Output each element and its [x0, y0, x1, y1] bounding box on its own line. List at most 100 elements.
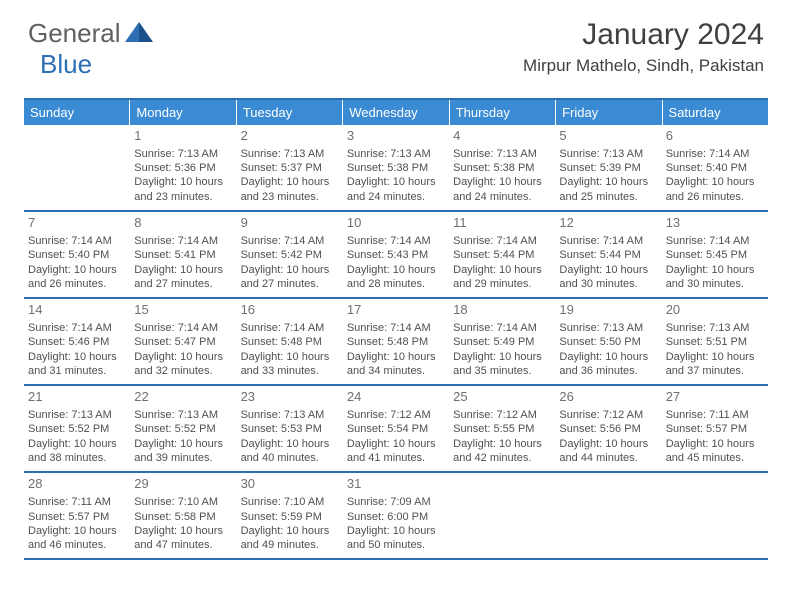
day-number: 13: [666, 215, 764, 232]
logo-triangle-icon: [125, 20, 153, 42]
day-number: 19: [559, 302, 657, 319]
sunrise-text: Sunrise: 7:14 AM: [241, 234, 339, 248]
sunset-text: Sunset: 5:51 PM: [666, 335, 764, 349]
header: General Blue January 2024 Mirpur Mathelo…: [0, 0, 792, 90]
day-number: 8: [134, 215, 232, 232]
day-header: Thursday: [450, 100, 556, 125]
day-cell: 1Sunrise: 7:13 AMSunset: 5:36 PMDaylight…: [130, 125, 236, 210]
daylight-text: Daylight: 10 hours and 47 minutes.: [134, 524, 232, 553]
sunset-text: Sunset: 5:48 PM: [241, 335, 339, 349]
day-number: 7: [28, 215, 126, 232]
sunrise-text: Sunrise: 7:13 AM: [241, 408, 339, 422]
day-number: 30: [241, 476, 339, 493]
sunset-text: Sunset: 5:54 PM: [347, 422, 445, 436]
daylight-text: Daylight: 10 hours and 27 minutes.: [241, 263, 339, 292]
day-cell: [449, 473, 555, 558]
day-number: 27: [666, 389, 764, 406]
day-cell: 6Sunrise: 7:14 AMSunset: 5:40 PMDaylight…: [662, 125, 768, 210]
day-header: Saturday: [663, 100, 768, 125]
sunrise-text: Sunrise: 7:11 AM: [666, 408, 764, 422]
week-row: 7Sunrise: 7:14 AMSunset: 5:40 PMDaylight…: [24, 212, 768, 299]
daylight-text: Daylight: 10 hours and 24 minutes.: [347, 175, 445, 204]
day-number: 9: [241, 215, 339, 232]
sunset-text: Sunset: 5:57 PM: [28, 510, 126, 524]
day-number: 21: [28, 389, 126, 406]
day-cell: 5Sunrise: 7:13 AMSunset: 5:39 PMDaylight…: [555, 125, 661, 210]
sunrise-text: Sunrise: 7:14 AM: [28, 321, 126, 335]
day-cell: 22Sunrise: 7:13 AMSunset: 5:52 PMDayligh…: [130, 386, 236, 471]
sunset-text: Sunset: 5:38 PM: [453, 161, 551, 175]
daylight-text: Daylight: 10 hours and 39 minutes.: [134, 437, 232, 466]
day-number: 31: [347, 476, 445, 493]
sunrise-text: Sunrise: 7:13 AM: [666, 321, 764, 335]
sunrise-text: Sunrise: 7:13 AM: [559, 147, 657, 161]
day-header: Tuesday: [237, 100, 343, 125]
day-number: 18: [453, 302, 551, 319]
sunrise-text: Sunrise: 7:10 AM: [241, 495, 339, 509]
sunrise-text: Sunrise: 7:14 AM: [28, 234, 126, 248]
sunset-text: Sunset: 5:39 PM: [559, 161, 657, 175]
day-number: 1: [134, 128, 232, 145]
sunset-text: Sunset: 5:46 PM: [28, 335, 126, 349]
daylight-text: Daylight: 10 hours and 46 minutes.: [28, 524, 126, 553]
day-header: Sunday: [24, 100, 130, 125]
daylight-text: Daylight: 10 hours and 26 minutes.: [666, 175, 764, 204]
daylight-text: Daylight: 10 hours and 29 minutes.: [453, 263, 551, 292]
sunrise-text: Sunrise: 7:10 AM: [134, 495, 232, 509]
daylight-text: Daylight: 10 hours and 24 minutes.: [453, 175, 551, 204]
day-cell: 15Sunrise: 7:14 AMSunset: 5:47 PMDayligh…: [130, 299, 236, 384]
sunrise-text: Sunrise: 7:13 AM: [134, 408, 232, 422]
day-cell: [662, 473, 768, 558]
daylight-text: Daylight: 10 hours and 38 minutes.: [28, 437, 126, 466]
daylight-text: Daylight: 10 hours and 45 minutes.: [666, 437, 764, 466]
day-cell: 12Sunrise: 7:14 AMSunset: 5:44 PMDayligh…: [555, 212, 661, 297]
day-cell: 14Sunrise: 7:14 AMSunset: 5:46 PMDayligh…: [24, 299, 130, 384]
sunrise-text: Sunrise: 7:14 AM: [347, 321, 445, 335]
day-header-row: SundayMondayTuesdayWednesdayThursdayFrid…: [24, 100, 768, 125]
sunrise-text: Sunrise: 7:14 AM: [347, 234, 445, 248]
day-number: 10: [347, 215, 445, 232]
day-cell: 10 Sunrise: 7:14 AMSunset: 5:43 PMDayligh…: [343, 212, 449, 297]
day-cell: 16Sunrise: 7:14 AMSunset: 5:48 PMDayligh…: [237, 299, 343, 384]
day-number: 22: [134, 389, 232, 406]
daylight-text: Daylight: 10 hours and 36 minutes.: [559, 350, 657, 379]
sunset-text: Sunset: 5:44 PM: [559, 248, 657, 262]
sunrise-text: Sunrise: 7:14 AM: [666, 234, 764, 248]
sunset-text: Sunset: 5:59 PM: [241, 510, 339, 524]
day-number: 12: [559, 215, 657, 232]
sunset-text: Sunset: 5:43 PM: [347, 248, 445, 262]
day-cell: 11Sunrise: 7:14 AMSunset: 5:44 PMDayligh…: [449, 212, 555, 297]
sunrise-text: Sunrise: 7:13 AM: [559, 321, 657, 335]
sunrise-text: Sunrise: 7:13 AM: [453, 147, 551, 161]
day-cell: 2Sunrise: 7:13 AMSunset: 5:37 PMDaylight…: [237, 125, 343, 210]
day-cell: 20Sunrise: 7:13 AMSunset: 5:51 PMDayligh…: [662, 299, 768, 384]
sunset-text: Sunset: 5:55 PM: [453, 422, 551, 436]
week-row: 21Sunrise: 7:13 AMSunset: 5:52 PMDayligh…: [24, 386, 768, 473]
day-number: 20: [666, 302, 764, 319]
day-number: 14: [28, 302, 126, 319]
day-number: 2: [241, 128, 339, 145]
sunrise-text: Sunrise: 7:13 AM: [28, 408, 126, 422]
sunrise-text: Sunrise: 7:11 AM: [28, 495, 126, 509]
day-number: 23: [241, 389, 339, 406]
sunrise-text: Sunrise: 7:14 AM: [134, 321, 232, 335]
day-cell: 25Sunrise: 7:12 AMSunset: 5:55 PMDayligh…: [449, 386, 555, 471]
sunset-text: Sunset: 5:45 PM: [666, 248, 764, 262]
sunset-text: Sunset: 5:40 PM: [666, 161, 764, 175]
daylight-text: Daylight: 10 hours and 30 minutes.: [666, 263, 764, 292]
daylight-text: Daylight: 10 hours and 28 minutes.: [347, 263, 445, 292]
day-cell: 26Sunrise: 7:12 AMSunset: 5:56 PMDayligh…: [555, 386, 661, 471]
sunrise-text: Sunrise: 7:14 AM: [453, 234, 551, 248]
daylight-text: Daylight: 10 hours and 34 minutes.: [347, 350, 445, 379]
sunset-text: Sunset: 5:41 PM: [134, 248, 232, 262]
day-number: 29: [134, 476, 232, 493]
day-cell: 9Sunrise: 7:14 AMSunset: 5:42 PMDaylight…: [237, 212, 343, 297]
week-row: 1Sunrise: 7:13 AMSunset: 5:36 PMDaylight…: [24, 125, 768, 212]
sunset-text: Sunset: 5:57 PM: [666, 422, 764, 436]
sunrise-text: Sunrise: 7:09 AM: [347, 495, 445, 509]
day-number: 15: [134, 302, 232, 319]
daylight-text: Daylight: 10 hours and 44 minutes.: [559, 437, 657, 466]
day-number: 16: [241, 302, 339, 319]
day-cell: 8Sunrise: 7:14 AMSunset: 5:41 PMDaylight…: [130, 212, 236, 297]
sunset-text: Sunset: 5:58 PM: [134, 510, 232, 524]
